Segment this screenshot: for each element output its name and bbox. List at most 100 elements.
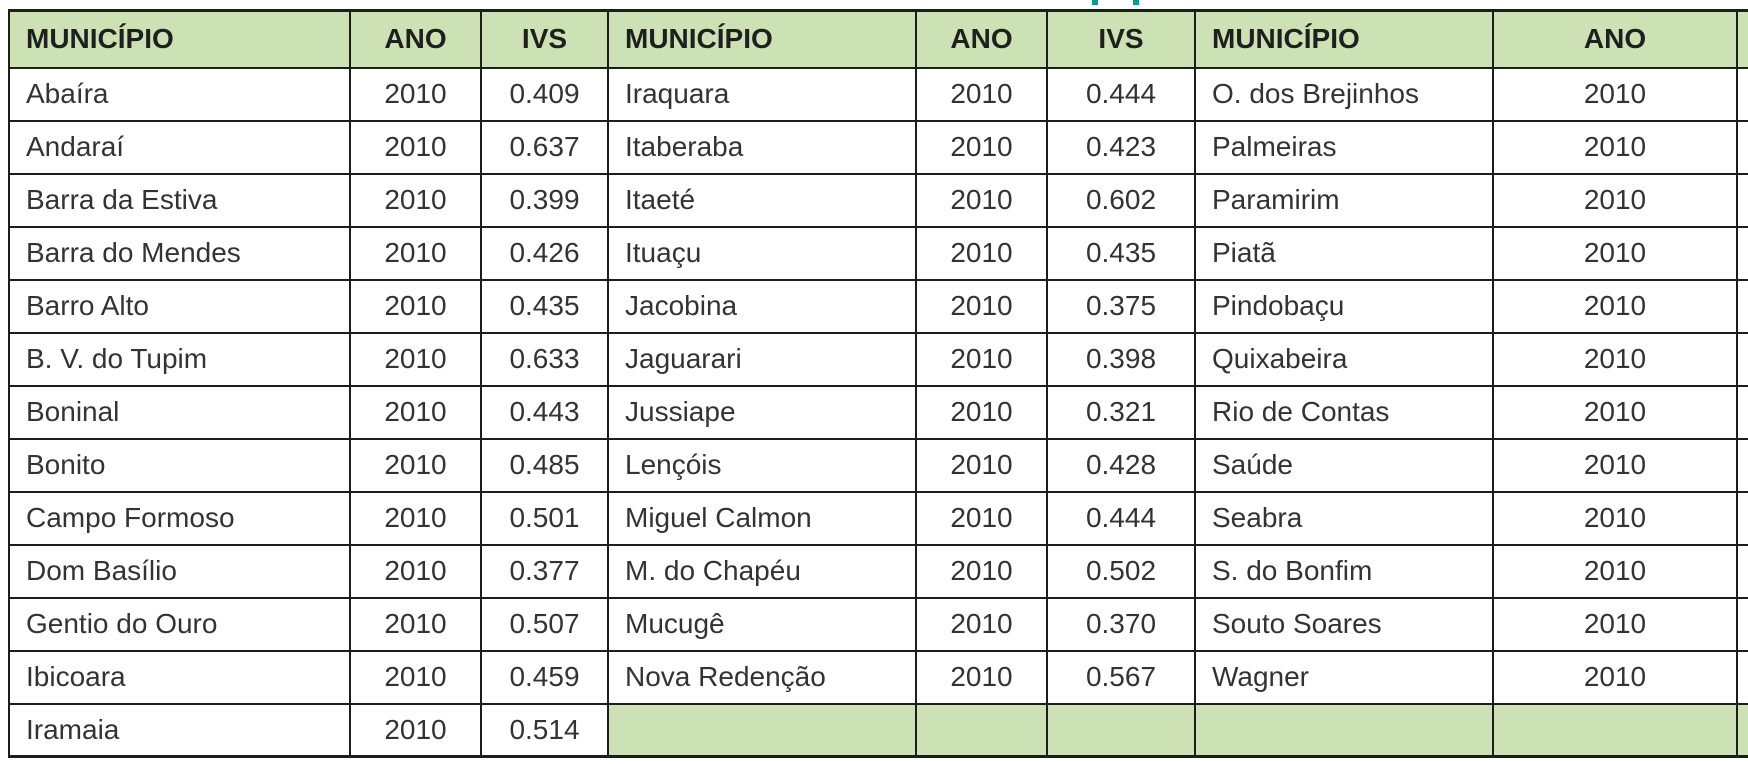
cell-municipio-g3: Wagner	[1194, 649, 1494, 705]
cell-municipio-g1: Andaraí	[8, 119, 351, 175]
cell-municipio-g2: Nova Redenção	[607, 649, 917, 705]
cell-municipio-g1: Ibicoara	[8, 649, 351, 705]
cell-ivs-g1: 0.399	[480, 172, 609, 228]
table-body: Abaíra 2010 0.409 Iraquara 2010 0.444 O.…	[8, 66, 1748, 758]
cell-ano-g2: 2010	[915, 596, 1048, 652]
header-ano-g2: ANO	[915, 9, 1048, 69]
cell-ivs-g1: 0.435	[480, 278, 609, 334]
cell-municipio-g1: Abaíra	[8, 66, 351, 122]
cell-ano-g3: 2010	[1492, 384, 1738, 440]
cell-municipio-g3: Souto Soares	[1194, 596, 1494, 652]
cell-ano-g3: 2010	[1492, 649, 1738, 705]
table-head: MUNICÍPIO ANO IVS MUNICÍPIO ANO IVS MUNI…	[8, 9, 1748, 69]
cell-ano-g2: 2010	[915, 278, 1048, 334]
cell-ivs-g2: 0.398	[1046, 331, 1196, 387]
cell-ivs-g3-cutoff	[1736, 119, 1748, 175]
cell-municipio-g1: B. V. do Tupim	[8, 331, 351, 387]
cell-ano-g3: 2010	[1492, 66, 1738, 122]
table-header-row: MUNICÍPIO ANO IVS MUNICÍPIO ANO IVS MUNI…	[8, 9, 1748, 69]
cell-ivs-g1: 0.637	[480, 119, 609, 175]
cell-municipio-g3: Rio de Contas	[1194, 384, 1494, 440]
cell-ano-g1: 2010	[349, 119, 482, 175]
cell-ivs-g2: 0.370	[1046, 596, 1196, 652]
cell-ivs-g1: 0.459	[480, 649, 609, 705]
cell-municipio-g3: Seabra	[1194, 490, 1494, 546]
cell-municipio-g3: Palmeiras	[1194, 119, 1494, 175]
cell-municipio-g1: Iramaia	[8, 702, 351, 758]
cell-ano-g2: 2010	[915, 437, 1048, 493]
cell-ano-g2: 2010	[915, 384, 1048, 440]
cell-ivs-g3-cutoff	[1736, 490, 1748, 546]
cell-ano-g3: 2010	[1492, 490, 1738, 546]
cell-ano-g3: 2010	[1492, 225, 1738, 281]
cell-ano-g3: 2010	[1492, 543, 1738, 599]
cell-ano-g1: 2010	[349, 172, 482, 228]
cropped-title-fragment	[1133, 0, 1139, 5]
cell-ano-g2: 2010	[915, 543, 1048, 599]
cell-municipio-g1: Campo Formoso	[8, 490, 351, 546]
table-row: Abaíra 2010 0.409 Iraquara 2010 0.444 O.…	[8, 66, 1748, 122]
cell-ivs-g1: 0.409	[480, 66, 609, 122]
ivs-municipalities-table: MUNICÍPIO ANO IVS MUNICÍPIO ANO IVS MUNI…	[8, 9, 1748, 758]
cell-municipio-g3: Piatã	[1194, 225, 1494, 281]
cell-ano-g1: 2010	[349, 331, 482, 387]
header-municipio-g2: MUNICÍPIO	[607, 9, 917, 69]
cell-ano-g1: 2010	[349, 384, 482, 440]
cell-ivs-g2: 0.444	[1046, 66, 1196, 122]
header-municipio-g1: MUNICÍPIO	[8, 9, 351, 69]
table-row: Bonito 2010 0.485 Lençóis 2010 0.428 Saú…	[8, 437, 1748, 493]
cell-ivs-g1: 0.514	[480, 702, 609, 758]
cell-ano-g1: 2010	[349, 490, 482, 546]
header-ivs-g1: IVS	[480, 9, 609, 69]
cell-ano-g2: 2010	[915, 331, 1048, 387]
cell-municipio-g2: M. do Chapéu	[607, 543, 917, 599]
cell-ivs-g1: 0.507	[480, 596, 609, 652]
cell-ivs-g1: 0.426	[480, 225, 609, 281]
cell-municipio-g2: Ituaçu	[607, 225, 917, 281]
cell-ivs-g1: 0.501	[480, 490, 609, 546]
cell-ivs-g3-cutoff	[1736, 702, 1748, 758]
header-ivs-g2: IVS	[1046, 9, 1196, 69]
cell-municipio-g3: O. dos Brejinhos	[1194, 66, 1494, 122]
cell-ano-g1: 2010	[349, 702, 482, 758]
cell-ivs-g3-cutoff	[1736, 384, 1748, 440]
cell-ivs-g2: 0.321	[1046, 384, 1196, 440]
cell-ano-g3: 2010	[1492, 278, 1738, 334]
cell-municipio-g2: Lençóis	[607, 437, 917, 493]
cell-ano-g1: 2010	[349, 543, 482, 599]
cell-municipio-g2: Miguel Calmon	[607, 490, 917, 546]
header-ivs-g3-cutoff	[1736, 9, 1748, 69]
cell-ano-g2: 2010	[915, 225, 1048, 281]
cell-ivs-g2: 0.602	[1046, 172, 1196, 228]
cell-ivs-g3-cutoff	[1736, 225, 1748, 281]
cell-ano-g1: 2010	[349, 66, 482, 122]
cell-ivs-g2: 0.567	[1046, 649, 1196, 705]
cell-ivs-g3-cutoff	[1736, 596, 1748, 652]
cell-municipio-g2	[607, 702, 917, 758]
header-ano-g3: ANO	[1492, 9, 1738, 69]
cell-ano-g2: 2010	[915, 490, 1048, 546]
table-row: B. V. do Tupim 2010 0.633 Jaguarari 2010…	[8, 331, 1748, 387]
table-row: Dom Basílio 2010 0.377 M. do Chapéu 2010…	[8, 543, 1748, 599]
cell-ano-g3: 2010	[1492, 119, 1738, 175]
table-row: Iramaia 2010 0.514	[8, 702, 1748, 758]
cell-municipio-g2: Itaberaba	[607, 119, 917, 175]
cell-ano-g3: 2010	[1492, 331, 1738, 387]
cell-ano-g2: 2010	[915, 172, 1048, 228]
cell-ano-g2: 2010	[915, 649, 1048, 705]
cell-ivs-g3-cutoff	[1736, 543, 1748, 599]
cell-municipio-g1: Bonito	[8, 437, 351, 493]
table-row: Ibicoara 2010 0.459 Nova Redenção 2010 0…	[8, 649, 1748, 705]
cell-ivs-g2	[1046, 702, 1196, 758]
cropped-title-fragment	[1092, 0, 1098, 5]
cell-ivs-g2: 0.423	[1046, 119, 1196, 175]
cell-ivs-g3-cutoff	[1736, 172, 1748, 228]
cell-ivs-g2: 0.444	[1046, 490, 1196, 546]
cell-municipio-g1: Barra da Estiva	[8, 172, 351, 228]
cell-municipio-g3: Quixabeira	[1194, 331, 1494, 387]
cell-ano-g3: 2010	[1492, 437, 1738, 493]
cell-municipio-g1: Barro Alto	[8, 278, 351, 334]
table-row: Boninal 2010 0.443 Jussiape 2010 0.321 R…	[8, 384, 1748, 440]
cell-ivs-g2: 0.428	[1046, 437, 1196, 493]
header-municipio-g3: MUNICÍPIO	[1194, 9, 1494, 69]
